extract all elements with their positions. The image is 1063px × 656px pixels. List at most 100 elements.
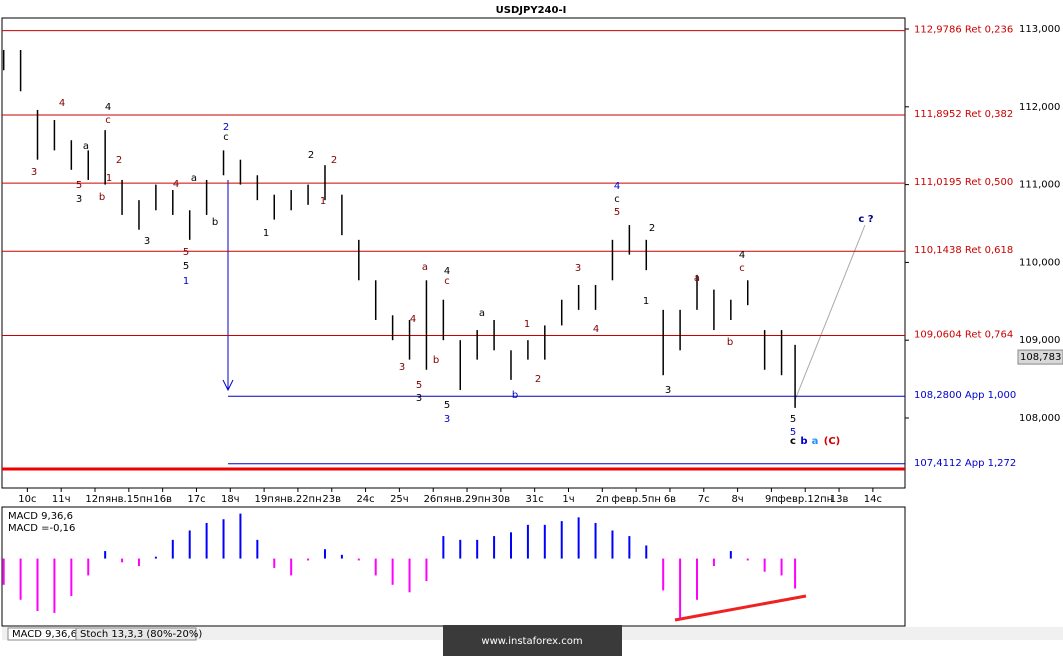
tab[interactable] <box>75 627 197 641</box>
wave-label: (C) <box>824 436 840 447</box>
y-tick-label: 108,000 <box>1019 413 1060 424</box>
price-label: 108,783 <box>1020 352 1061 363</box>
chart-title: USDJPY240-I <box>496 5 567 16</box>
wave-label: 2 <box>308 150 314 161</box>
wave-label: 4 <box>593 324 599 335</box>
x-tick-label: 8ч <box>731 494 743 505</box>
wave-label: 4 <box>444 266 450 277</box>
x-tick-label: февр.12пн <box>777 494 833 505</box>
wave-label: 1 <box>320 196 326 207</box>
x-tick-label: 17с <box>187 494 205 505</box>
x-tick-label: 18ч <box>221 494 240 505</box>
plot-frame <box>1 17 906 489</box>
wave-label: b <box>99 192 105 203</box>
wave-label: 4 <box>105 102 111 113</box>
wave-label: 1 <box>643 296 649 307</box>
wave-label: 4 <box>739 250 745 261</box>
x-tick-label: 30в <box>492 494 511 505</box>
price-box <box>1017 349 1063 365</box>
wave-label: 5 <box>444 400 450 411</box>
arrow-head <box>222 379 234 392</box>
x-tick-label: 16в <box>153 494 172 505</box>
wave-label: c <box>105 115 111 126</box>
wave-label: 5 <box>790 427 796 438</box>
wave-label: c <box>790 436 796 447</box>
wave-label: a <box>812 436 819 447</box>
wave-label: 5 <box>183 261 189 272</box>
wave-label: c <box>739 263 745 274</box>
wave-label: b <box>800 436 807 447</box>
wave-label: 5 <box>416 380 422 391</box>
wave-label: 3 <box>416 393 422 404</box>
wave-label: 1 <box>263 228 269 239</box>
x-tick-label: 19п <box>254 494 273 505</box>
wave-label: 5 <box>183 247 189 258</box>
divergence-line <box>674 594 807 622</box>
wave-label: 4 <box>614 181 620 192</box>
x-tick-label: 1ч <box>562 494 574 505</box>
watermark: www.instaforex.com <box>481 636 582 647</box>
tab-label: MACD 9,36,6 <box>12 629 77 640</box>
wave-label: 1 <box>524 319 530 330</box>
wave-label: 3 <box>31 167 37 178</box>
x-tick-label: 13в <box>830 494 849 505</box>
wave-label: b <box>727 337 733 348</box>
wave-label: 2 <box>331 155 337 166</box>
macd-frame <box>1 506 906 627</box>
x-tick-label: 6в <box>664 494 676 505</box>
forecast-line <box>794 224 866 401</box>
x-tick-label: 23в <box>322 494 341 505</box>
x-tick-label: 24с <box>356 494 374 505</box>
x-tick-label: 26п <box>424 494 443 505</box>
x-tick-label: янв.15пн <box>105 494 152 505</box>
level-label: 108,2800 App 1,000 <box>914 390 1016 401</box>
wave-label: 2 <box>223 122 229 133</box>
wave-label: 5 <box>790 414 796 425</box>
wave-label: a <box>694 273 700 284</box>
wave-label: a <box>191 173 197 184</box>
level-label: 109,0604 Ret 0,764 <box>914 329 1013 340</box>
wave-label: c <box>444 276 450 287</box>
wave-label: 5 <box>76 180 82 191</box>
wave-label: c <box>614 194 620 205</box>
wave-label: c ? <box>858 214 873 225</box>
wave-label: 3 <box>399 362 405 373</box>
y-tick-label: 109,000 <box>1019 335 1060 346</box>
level-label: 107,4112 App 1,272 <box>914 458 1016 469</box>
wave-label: 2 <box>116 155 122 166</box>
macd-value: MACD =-0,16 <box>8 523 75 534</box>
tab-label: Stoch 13,3,3 (80%-20%) <box>80 629 202 640</box>
wave-label: 3 <box>76 194 82 205</box>
wave-label: a <box>422 262 428 273</box>
x-tick-label: 31с <box>526 494 544 505</box>
legend-entry: MACD 9,36,6 <box>8 511 73 522</box>
level-label: 111,8952 Ret 0,382 <box>914 109 1013 120</box>
x-tick-label: 12п <box>85 494 104 505</box>
y-tick-label: 113,000 <box>1019 24 1060 35</box>
watermark-box <box>443 625 622 656</box>
wave-label: 2 <box>649 223 655 234</box>
wave-label: a <box>479 308 485 319</box>
x-tick-label: янв.29пн <box>443 494 490 505</box>
y-tick-label: 110,000 <box>1019 257 1060 268</box>
wave-label: b <box>433 355 439 366</box>
x-tick-label: 10с <box>18 494 36 505</box>
level-label: 110,1438 Ret 0,618 <box>914 245 1013 256</box>
y-tick-label: 111,000 <box>1019 180 1060 191</box>
x-tick-label: 7с <box>698 494 710 505</box>
wave-label: b <box>212 217 218 228</box>
x-tick-label: 14с <box>864 494 882 505</box>
level-label: 111,0195 Ret 0,500 <box>914 177 1013 188</box>
level-label: 112,9786 Ret 0,236 <box>914 25 1013 36</box>
wave-label: 3 <box>575 263 581 274</box>
wave-label: 1 <box>183 276 189 287</box>
wave-label: 3 <box>144 236 150 247</box>
wave-label: 4 <box>173 179 179 190</box>
wave-label: 3 <box>665 385 671 396</box>
wave-label: 5 <box>614 207 620 218</box>
wave-label: a <box>83 141 89 152</box>
wave-label: b <box>512 390 518 401</box>
wave-label: c <box>223 132 229 143</box>
wave-label: 1 <box>106 173 112 184</box>
